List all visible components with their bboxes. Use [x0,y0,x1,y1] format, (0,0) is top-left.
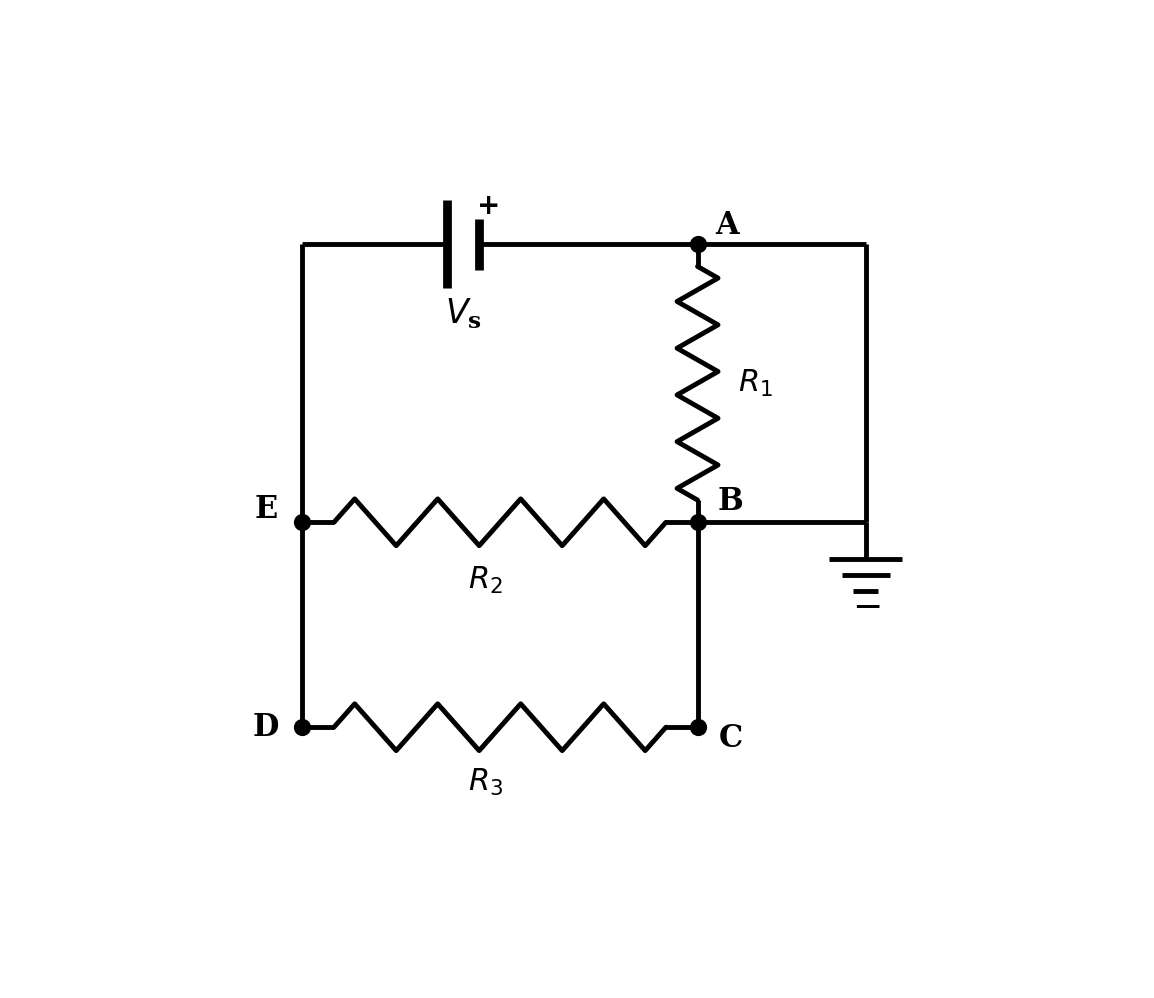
Point [293,720,312,736]
Text: +: + [478,193,501,221]
Point [688,237,706,252]
Text: $-$: $-$ [852,590,881,624]
Text: $\mathit{R}_1$: $\mathit{R}_1$ [737,367,773,399]
Text: E: E [254,494,277,525]
Text: D: D [253,712,279,743]
Text: C: C [718,723,743,753]
Point [688,720,706,736]
Text: B: B [718,486,743,517]
Text: $\mathit{R}_3$: $\mathit{R}_3$ [467,766,503,797]
Text: $\mathit{V}_\mathregular{s}$: $\mathit{V}_\mathregular{s}$ [445,296,482,331]
Text: $\mathit{R}_2$: $\mathit{R}_2$ [469,565,503,597]
Text: A: A [715,211,739,242]
Point [688,514,706,530]
Point [293,514,312,530]
